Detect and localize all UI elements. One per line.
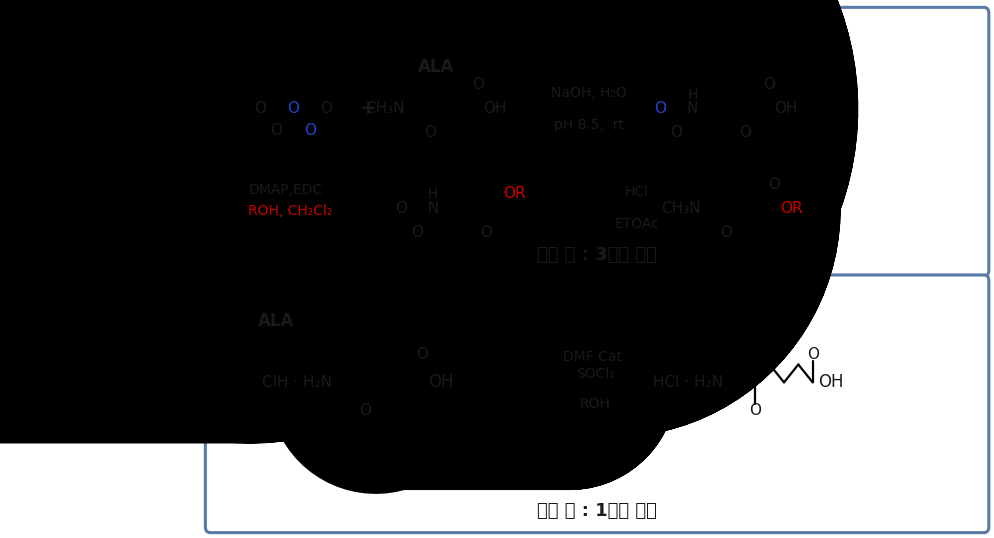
Text: N: N (427, 201, 438, 216)
Text: DMAP,EDC: DMAP,EDC (248, 183, 322, 197)
Text: O: O (254, 101, 266, 116)
Text: NaOH, H₂O: NaOH, H₂O (551, 86, 626, 100)
Text: HCl · H₂N: HCl · H₂N (652, 375, 722, 390)
Text: OH: OH (483, 101, 507, 116)
Text: DMF Cat.: DMF Cat. (563, 350, 626, 364)
Text: O: O (415, 347, 427, 362)
Text: O: O (653, 101, 665, 116)
Text: OR: OR (779, 201, 802, 216)
Text: O: O (320, 101, 332, 116)
Text: O: O (270, 123, 282, 138)
Text: O: O (739, 125, 750, 140)
Text: CH₃N: CH₃N (661, 201, 701, 216)
Text: O: O (423, 125, 435, 140)
Text: OH: OH (427, 373, 453, 392)
Text: ROH, CH₂Cl₂: ROH, CH₂Cl₂ (248, 204, 332, 218)
Text: O: O (471, 77, 483, 93)
FancyBboxPatch shape (205, 8, 988, 276)
Text: O: O (670, 125, 682, 140)
Text: O: O (767, 177, 779, 192)
Text: O: O (762, 77, 774, 93)
Text: O: O (748, 403, 760, 418)
Text: O: O (720, 225, 732, 240)
Text: O: O (395, 201, 407, 216)
Text: ClH · H₂N: ClH · H₂N (261, 375, 332, 390)
Text: 개선 前 : 3단계 반응: 개선 前 : 3단계 반응 (536, 246, 656, 264)
Text: ETOAc: ETOAc (613, 217, 658, 231)
Text: 개선 後 : 1단계 반응: 개선 後 : 1단계 반응 (536, 502, 656, 520)
Text: O: O (359, 403, 371, 418)
Text: ALA: ALA (257, 312, 294, 330)
Text: H: H (427, 187, 438, 201)
Text: OH: OH (773, 101, 797, 116)
Text: N: N (686, 101, 698, 116)
Text: O: O (479, 225, 491, 240)
Text: H: H (687, 88, 697, 102)
Text: ROH: ROH (580, 397, 610, 411)
Text: O: O (806, 347, 818, 362)
Text: SOCl₂: SOCl₂ (576, 367, 614, 381)
Text: OH: OH (817, 373, 843, 392)
FancyBboxPatch shape (205, 275, 988, 533)
Text: O: O (286, 101, 299, 116)
Text: +: + (360, 100, 376, 118)
Text: HCl: HCl (624, 186, 648, 200)
Text: ALA: ALA (417, 58, 453, 76)
Text: CH₃N: CH₃N (365, 101, 405, 116)
Text: OR: OR (503, 186, 526, 201)
Text: pH 8.5,  rt: pH 8.5, rt (554, 118, 623, 132)
Text: O: O (411, 225, 422, 240)
Text: O: O (303, 123, 315, 138)
